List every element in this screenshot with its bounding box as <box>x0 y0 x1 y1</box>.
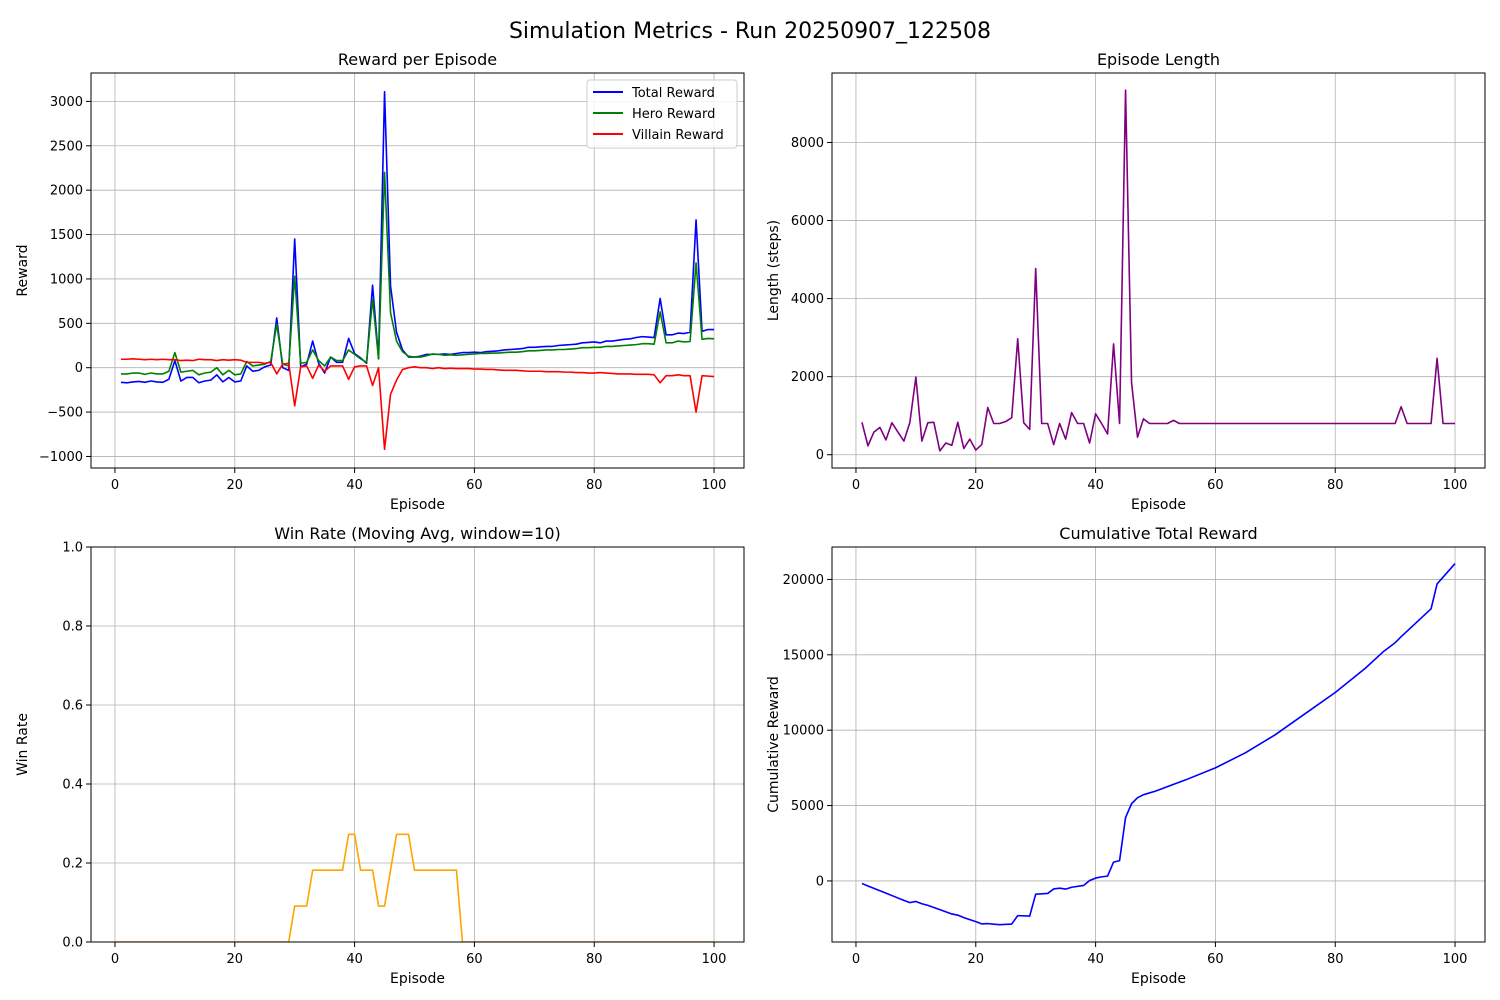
y-tick-label: 0 <box>816 448 824 463</box>
x-tick-label: 20 <box>227 478 244 493</box>
y-tick-label: 0.4 <box>62 778 83 793</box>
x-tick-label: 0 <box>111 952 119 967</box>
subplot-episode-length: 0 20 40 60 80 100 0 2000 4000 6000 8000 Episode Len… <box>766 50 1486 513</box>
subplot-title: Win Rate (Moving Avg, window=10) <box>274 524 561 543</box>
x-tick-label: 40 <box>1087 478 1104 493</box>
x-tick-label: 100 <box>1443 952 1468 967</box>
series-line-series-1 <box>861 563 1456 926</box>
series-line-series-1 <box>861 89 1456 452</box>
x-tick-label: 40 <box>346 952 363 967</box>
subplots: 0 20 40 60 80 100−1000−5000500100015002000250… <box>15 50 1486 987</box>
x-axis-label: Episode <box>390 497 445 513</box>
legend-label: Total Reward <box>631 86 715 101</box>
subplot-cumulative-total-reward: 0 20 40 60 80 100 0 5000 10000 15000 20000 Cumulati… <box>766 524 1486 987</box>
x-tick-label: 60 <box>466 478 483 493</box>
y-axis-label: Win Rate <box>15 713 31 776</box>
y-tick-label: 4000 <box>791 292 824 307</box>
figure-title: Simulation Metrics - Run 20250907_122508 <box>509 19 991 44</box>
y-tick-label: 10000 <box>783 724 824 739</box>
y-tick-label: 8000 <box>791 136 824 151</box>
y-tick-label: 0.8 <box>62 620 83 635</box>
y-tick-label: 1500 <box>50 228 83 243</box>
y-axis-label: Cumulative Reward <box>766 676 782 813</box>
legend-label: Villain Reward <box>632 128 724 143</box>
x-tick-label: 40 <box>346 478 363 493</box>
x-tick-label: 20 <box>968 478 985 493</box>
y-tick-label: 0.0 <box>62 936 83 951</box>
x-tick-label: 60 <box>1207 478 1224 493</box>
y-tick-label: 500 <box>58 317 83 332</box>
series-line-series-1 <box>114 833 715 942</box>
subplot-reward-per-episode: 0 20 40 60 80 100 −1000 −500 0 500 1000 1500 2000 250… <box>15 50 745 513</box>
y-tick-label: 15000 <box>783 648 824 663</box>
y-tick-label: 2000 <box>791 370 824 385</box>
y-tick-label: 0.6 <box>62 699 83 714</box>
subplot-title: Episode Length <box>1097 50 1220 69</box>
subplot-win-rate-moving-avg-window-10: 0 20 40 60 80 100 0.0 0.2 0.4 0.6 0.8 1.0 Win Rate (… <box>15 524 745 987</box>
y-tick-label: 0 <box>75 361 83 376</box>
axes-frame <box>831 546 1486 943</box>
x-axis-label: Episode <box>390 971 445 987</box>
x-tick-label: 100 <box>1443 478 1468 493</box>
y-axis-label: Reward <box>15 244 31 296</box>
x-tick-label: 0 <box>111 478 119 493</box>
y-tick-label: 6000 <box>791 214 824 229</box>
x-tick-label: 60 <box>466 952 483 967</box>
y-tick-label: 20000 <box>783 573 824 588</box>
axes-frame <box>90 72 745 469</box>
x-tick-label: 40 <box>1087 952 1104 967</box>
axes-frame <box>831 72 1486 469</box>
x-tick-label: 80 <box>1327 952 1344 967</box>
y-tick-label: −500 <box>47 406 83 421</box>
y-axis-label: Length (steps) <box>766 220 782 321</box>
y-tick-label: 3000 <box>50 95 83 110</box>
subplot-title: Cumulative Total Reward <box>1059 524 1257 543</box>
legend-box <box>586 79 738 149</box>
y-tick-label: 2500 <box>50 139 83 154</box>
y-tick-label: 0.2 <box>62 857 83 872</box>
y-tick-label: 2000 <box>50 184 83 199</box>
y-tick-label: 5000 <box>791 799 824 814</box>
y-tick-label: 1.0 <box>62 541 83 556</box>
x-tick-label: 20 <box>227 952 244 967</box>
x-tick-label: 80 <box>586 478 603 493</box>
series-line-villain-reward <box>120 358 715 451</box>
x-tick-label: 0 <box>852 952 860 967</box>
y-tick-label: 0 <box>816 874 824 889</box>
x-tick-label: 100 <box>702 952 727 967</box>
x-tick-label: 100 <box>702 478 727 493</box>
x-axis-label: Episode <box>1131 497 1186 513</box>
x-tick-label: 80 <box>1327 478 1344 493</box>
x-tick-label: 0 <box>852 478 860 493</box>
x-tick-label: 60 <box>1207 952 1224 967</box>
x-tick-label: 80 <box>586 952 603 967</box>
legend: Total Reward Hero Reward Villain Reward <box>586 79 738 149</box>
x-axis-label: Episode <box>1131 971 1186 987</box>
y-tick-label: −1000 <box>39 450 83 465</box>
subplot-title: Reward per Episode <box>338 50 497 69</box>
legend-label: Hero Reward <box>632 107 715 122</box>
series-line-hero-reward <box>120 171 715 376</box>
axes-frame <box>90 546 745 943</box>
y-tick-label: 1000 <box>50 272 83 287</box>
x-tick-label: 20 <box>968 952 985 967</box>
